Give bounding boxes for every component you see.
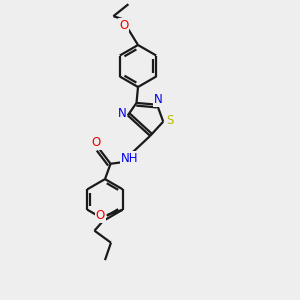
Text: N: N xyxy=(117,107,126,120)
Text: O: O xyxy=(92,136,101,149)
Text: NH: NH xyxy=(121,152,139,165)
Text: N: N xyxy=(154,93,163,106)
Text: O: O xyxy=(96,209,105,222)
Text: S: S xyxy=(166,114,173,127)
Text: O: O xyxy=(119,19,128,32)
